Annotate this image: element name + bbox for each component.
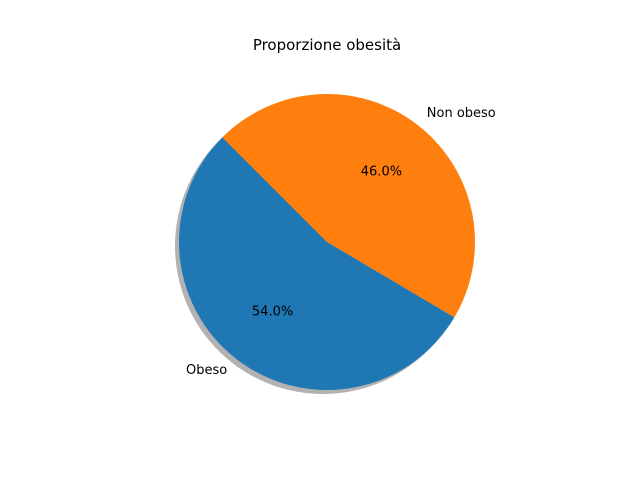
slice-label-obeso: Obeso xyxy=(186,363,227,378)
slice-obeso xyxy=(179,137,455,390)
pie-slices xyxy=(179,93,476,390)
slice-non-obeso xyxy=(222,93,476,318)
slice-percent-non-obeso: 46.0% xyxy=(361,164,402,179)
slice-percent-obeso: 54.0% xyxy=(252,305,293,320)
pie-labels: Obeso 54.0% Non obeso 46.0% xyxy=(186,106,496,378)
slice-label-non-obeso: Non obeso xyxy=(427,106,496,121)
chart-title: Proporzione obesità xyxy=(253,36,401,54)
